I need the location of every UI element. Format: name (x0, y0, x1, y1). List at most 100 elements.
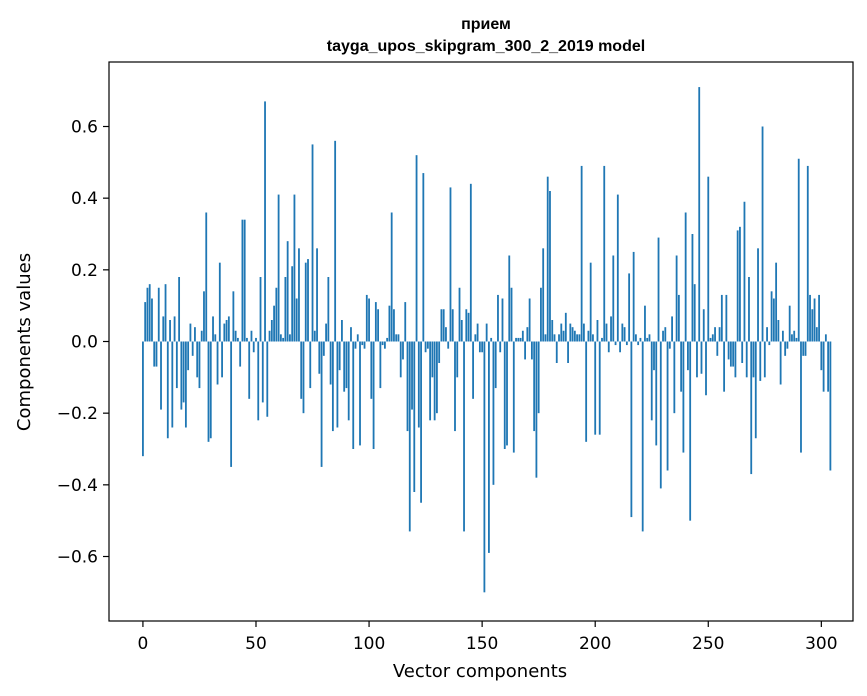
bar-102 (372, 341, 375, 449)
bar-66 (291, 266, 294, 342)
x-tick-label: 250 (692, 634, 724, 654)
bar-291 (800, 341, 802, 453)
bar-127 (429, 341, 432, 421)
bar-241 (687, 341, 689, 371)
bar-77 (316, 248, 318, 342)
bar-288 (793, 330, 796, 342)
bar-117 (406, 341, 409, 432)
bar-107 (383, 341, 386, 349)
bar-134 (445, 327, 447, 342)
bar-287 (791, 334, 793, 342)
bar-232 (666, 341, 669, 471)
bar-44 (241, 219, 244, 342)
bar-237 (677, 294, 680, 342)
bar-197 (587, 330, 590, 342)
bar-212 (621, 323, 624, 342)
bar-144 (467, 312, 470, 342)
bar-231 (664, 327, 667, 342)
bar-203 (601, 337, 603, 342)
bar-196 (585, 341, 588, 442)
bar-63 (284, 277, 287, 342)
bar-254 (716, 341, 719, 356)
bar-200 (594, 341, 597, 435)
bar-247 (700, 341, 703, 374)
bar-172 (530, 341, 533, 360)
bar-183 (555, 341, 558, 363)
bar-147 (474, 334, 477, 342)
bar-78 (318, 341, 321, 374)
bar-206 (607, 341, 610, 353)
bar-18 (182, 341, 185, 403)
bar-170 (526, 327, 529, 342)
bar-194 (580, 165, 583, 342)
bar-38 (227, 316, 230, 342)
x-tick-label: 100 (353, 634, 385, 654)
bar-180 (549, 191, 551, 342)
bar-158 (499, 341, 502, 353)
bar-37 (225, 320, 228, 342)
bar-270 (752, 341, 755, 378)
bar-204 (603, 165, 606, 342)
bar-248 (702, 309, 705, 342)
bar-27 (203, 291, 205, 342)
y-tick-label: 0.2 (71, 261, 98, 281)
bar-151 (483, 341, 486, 593)
bar-300 (820, 341, 823, 371)
bar-149 (478, 341, 481, 353)
bar-175 (537, 341, 540, 414)
bar-65 (289, 334, 291, 342)
bar-125 (424, 341, 427, 353)
bar-97 (361, 341, 364, 346)
bar-130 (436, 341, 438, 414)
bar-40 (232, 291, 235, 342)
bar-111 (393, 309, 395, 342)
bar-45 (243, 219, 246, 342)
bar-7 (157, 287, 160, 342)
bar-221 (641, 341, 644, 532)
bar-54 (264, 101, 266, 342)
bar-23 (194, 327, 196, 342)
bar-6 (155, 341, 158, 367)
bar-164 (512, 341, 515, 453)
bar-189 (569, 323, 572, 342)
bar-87 (338, 341, 341, 371)
bar-68 (295, 298, 298, 342)
bar-28 (205, 212, 208, 342)
bar-171 (528, 298, 531, 342)
bar-217 (632, 251, 635, 342)
bar-182 (553, 334, 556, 342)
bar-213 (623, 327, 626, 342)
bar-42 (237, 337, 239, 342)
bar-260 (729, 341, 732, 367)
bar-154 (490, 337, 493, 342)
bar-228 (657, 237, 660, 342)
bar-276 (766, 327, 768, 342)
bar-99 (365, 294, 368, 342)
bar-129 (433, 341, 436, 421)
bar-133 (442, 309, 445, 342)
bar-289 (795, 337, 798, 342)
bar-253 (714, 327, 716, 342)
bar-186 (562, 330, 565, 342)
x-tick-label: 300 (805, 634, 837, 654)
bar-112 (395, 334, 398, 342)
y-tick-label: 0.6 (71, 118, 98, 138)
bar-128 (431, 341, 434, 378)
bar-252 (711, 334, 714, 342)
bar-160 (503, 341, 506, 449)
bar-179 (546, 176, 549, 342)
bar-257 (723, 341, 726, 392)
bar-101 (370, 341, 373, 399)
bar-230 (662, 330, 664, 342)
bar-55 (266, 341, 269, 417)
bar-104 (377, 309, 380, 342)
bar-226 (653, 341, 655, 371)
bar-142 (463, 341, 465, 532)
bar-12 (169, 320, 171, 342)
bar-108 (386, 337, 389, 342)
x-tick-label: 200 (579, 634, 611, 654)
bar-193 (578, 334, 581, 342)
bar-274 (761, 126, 764, 342)
bar-20 (187, 341, 190, 371)
